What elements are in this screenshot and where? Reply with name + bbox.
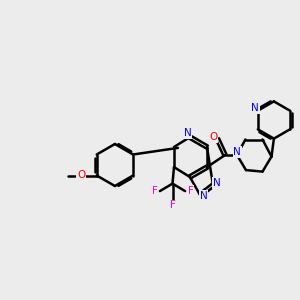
Text: N: N	[200, 191, 208, 201]
Text: F: F	[169, 200, 175, 211]
Text: N: N	[233, 147, 241, 157]
Text: O: O	[77, 170, 85, 181]
Text: F: F	[188, 186, 194, 196]
Text: N: N	[213, 178, 220, 188]
Text: O: O	[209, 132, 217, 142]
Text: N: N	[184, 128, 191, 139]
Text: F: F	[152, 186, 158, 196]
Text: N: N	[251, 103, 259, 113]
